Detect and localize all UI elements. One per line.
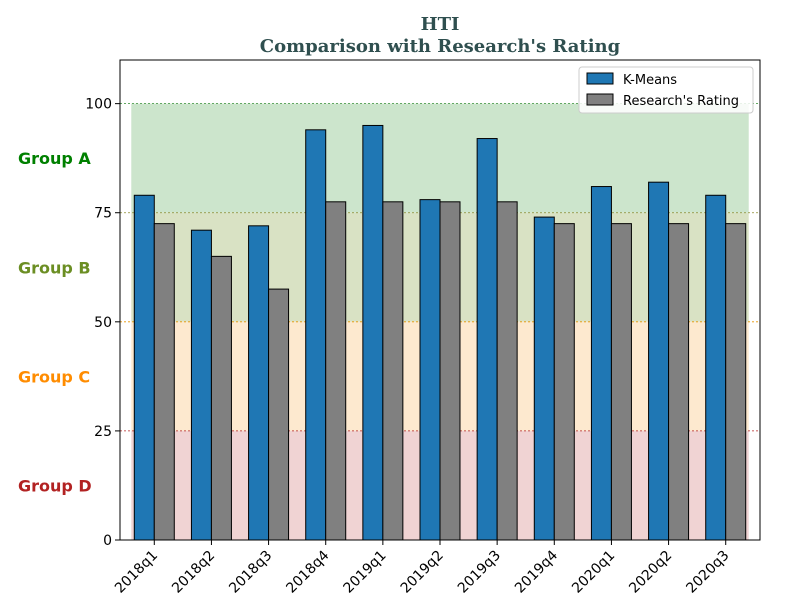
bar-research-rating-2020q3 xyxy=(725,223,747,541)
bar-research-rating-2018q2 xyxy=(210,255,232,541)
bar-research-rating-2019q3 xyxy=(496,201,518,541)
x-axis: 2018q1 2018q2 2018q3 2018q4 2019q1 2019q2 2019… xyxy=(112,540,733,597)
bar-research-rating-2020q2 xyxy=(668,223,690,541)
bar-kmeans-2020q2 xyxy=(648,181,670,541)
legend: K-Means Research's Rating xyxy=(578,66,754,114)
x-tick-label: 2020q3 xyxy=(683,548,732,597)
bar-research-rating-2019q2 xyxy=(439,201,461,541)
x-tick-label: 2018q2 xyxy=(169,548,218,597)
y-tick-label: 50 xyxy=(94,315,112,331)
bar-kmeans-2019q3 xyxy=(476,138,498,541)
bar-kmeans-2020q1 xyxy=(590,186,612,541)
bar-research-rating-2018q3 xyxy=(268,288,290,541)
y-tick-label: 75 xyxy=(94,206,112,222)
group-label-group-a: Group A xyxy=(18,149,91,168)
bar-research-rating-2020q1 xyxy=(610,223,632,541)
bar-research-rating-2018q4 xyxy=(325,201,347,541)
x-tick-label: 2020q2 xyxy=(626,548,675,597)
chart-subtitle: Comparison with Research's Rating xyxy=(260,36,621,57)
bar-kmeans-2018q1 xyxy=(133,194,155,541)
y-tick-label: 0 xyxy=(103,533,112,549)
x-tick-label: 2020q1 xyxy=(569,548,618,597)
x-tick-label: 2019q2 xyxy=(398,548,447,597)
bar-kmeans-2018q4 xyxy=(305,129,327,541)
group-label-group-b: Group B xyxy=(18,258,91,277)
bar-kmeans-2020q3 xyxy=(705,194,727,541)
legend-frame xyxy=(578,66,754,114)
x-tick-label: 2018q4 xyxy=(283,547,332,596)
bar-kmeans-2018q2 xyxy=(190,229,212,541)
x-tick-label: 2018q3 xyxy=(226,548,275,597)
y-tick-label: 25 xyxy=(94,424,112,440)
legend-swatch-kmeans xyxy=(586,72,614,85)
x-tick-label: 2018q1 xyxy=(112,548,161,597)
bar-kmeans-2019q2 xyxy=(419,199,441,541)
bar-research-rating-2019q1 xyxy=(382,201,404,541)
chart-title: HTI xyxy=(421,14,460,35)
x-tick-label: 2019q3 xyxy=(455,548,504,597)
bar-kmeans-2018q3 xyxy=(248,225,270,541)
band-group-a xyxy=(131,103,749,213)
bar-kmeans-2019q1 xyxy=(362,124,384,541)
bar-kmeans-2019q4 xyxy=(533,216,555,541)
group-label-group-c: Group C xyxy=(18,367,90,386)
legend-swatch-research-rating xyxy=(586,93,614,106)
x-tick-label: 2019q4 xyxy=(512,547,561,596)
y-axis: 0 25 50 75 100 xyxy=(85,97,120,549)
group-label-group-d: Group D xyxy=(18,476,92,495)
bar-layer xyxy=(133,124,747,541)
bar-research-rating-2019q4 xyxy=(553,223,575,541)
y-tick-label: 100 xyxy=(85,97,112,113)
legend-label-kmeans: K-Means xyxy=(623,73,677,88)
x-tick-label: 2019q1 xyxy=(341,548,390,597)
legend-label-research-rating: Research's Rating xyxy=(623,94,739,109)
bar-research-rating-2018q1 xyxy=(153,223,175,541)
group-labels: Group A Group B Group C Group D xyxy=(18,149,92,495)
